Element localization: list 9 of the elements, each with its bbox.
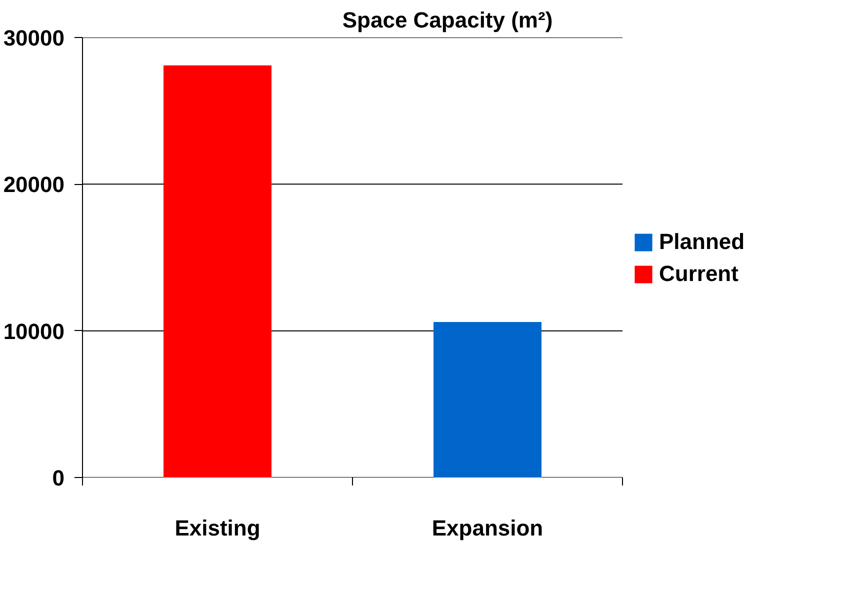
legend-label: Current [659,261,738,287]
legend-label: Planned [659,229,745,255]
x-tick-label: Expansion [432,516,544,540]
y-tick-label: 10000 [3,318,65,344]
y-tick-label: 30000 [3,26,65,50]
chart-title: Space Capacity (m²) [342,8,553,32]
y-tick-label: 20000 [3,172,65,198]
y-tick-label: 0 [52,466,65,490]
x-tick-label: Existing [174,516,260,540]
